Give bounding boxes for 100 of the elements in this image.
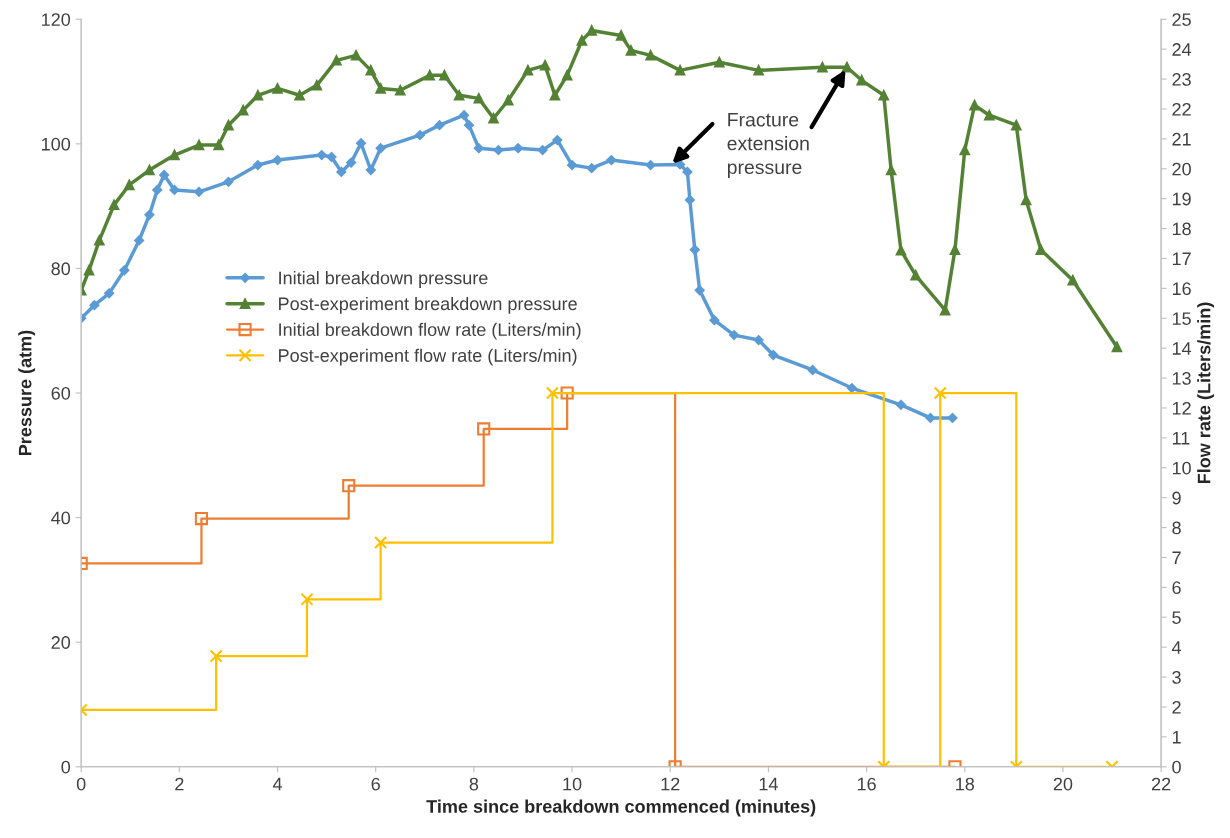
point	[375, 83, 386, 94]
point	[194, 512, 209, 526]
point	[753, 65, 764, 76]
point	[709, 315, 720, 326]
x-tick-label: 0	[76, 777, 86, 791]
point	[213, 139, 224, 151]
x-tick-label: 20	[1053, 777, 1073, 791]
x-tick-label: 12	[661, 777, 680, 791]
point	[768, 350, 779, 360]
point	[83, 265, 95, 276]
point	[586, 163, 597, 174]
point	[567, 160, 578, 170]
y2-tick-label: 4	[1171, 641, 1182, 654]
point	[223, 119, 234, 131]
point	[684, 194, 695, 205]
x-tick-label: 2	[175, 777, 184, 791]
x-tick-label: 10	[563, 777, 582, 791]
point	[1020, 194, 1032, 206]
point	[272, 155, 283, 166]
point	[560, 386, 574, 400]
point	[625, 45, 637, 56]
point	[374, 535, 388, 550]
x-tick-label: 6	[371, 777, 380, 791]
point	[414, 130, 425, 141]
point	[395, 85, 406, 96]
point	[300, 592, 314, 606]
x-tick-label: 8	[469, 777, 479, 791]
point	[346, 157, 357, 168]
y2-tick-label: 23	[1172, 73, 1191, 86]
point	[473, 93, 484, 104]
point	[949, 244, 961, 255]
y2-tick-label: 20	[1172, 162, 1191, 176]
y2-tick-label: 12	[1172, 401, 1191, 415]
point	[159, 170, 170, 180]
x-tick-label: 22	[1151, 777, 1171, 791]
y2-tick-label: 2	[1172, 700, 1181, 714]
x-tick-label: 16	[857, 777, 876, 791]
point	[356, 138, 366, 149]
point	[336, 166, 347, 177]
point	[434, 120, 445, 131]
point	[552, 135, 563, 146]
point	[144, 209, 155, 220]
y-tick-label: 120	[42, 13, 71, 26]
y-tick-label: 40	[51, 511, 71, 525]
point	[439, 70, 450, 81]
point	[1111, 341, 1123, 353]
y2-tick-label: 24	[1172, 43, 1192, 56]
x-tick-label: 4	[272, 777, 283, 791]
y2-tick-label: 9	[1172, 491, 1181, 505]
x-tick-label: 14	[759, 777, 778, 791]
y2-tick-label: 6	[1172, 581, 1181, 595]
point	[89, 300, 100, 311]
legend-label: Post-experiment flow rate (Liters/min)	[279, 348, 577, 366]
point	[473, 143, 484, 154]
point	[682, 166, 693, 177]
y2-tick-label: 17	[1172, 252, 1191, 266]
point	[477, 422, 491, 436]
point	[375, 143, 386, 154]
point	[459, 110, 470, 121]
point	[753, 335, 764, 346]
point	[645, 160, 656, 170]
y2-tick-label: 16	[1172, 282, 1191, 296]
point	[549, 90, 561, 101]
point	[959, 144, 970, 156]
y2-tick-label: 14	[1172, 342, 1192, 355]
point	[493, 145, 504, 156]
point	[856, 75, 867, 86]
point	[331, 55, 342, 66]
y2-axis-title: Flow rate (Liters/min)	[1197, 302, 1214, 484]
y-tick-label: 20	[51, 636, 71, 649]
y-tick-label: 0	[61, 760, 71, 774]
point	[193, 139, 205, 151]
point	[350, 50, 362, 61]
point	[947, 412, 958, 423]
y2-tick-label: 1	[1172, 730, 1181, 744]
point	[537, 145, 548, 156]
y2-tick-label: 3	[1172, 671, 1181, 684]
point	[561, 70, 573, 81]
point	[1011, 119, 1022, 131]
point	[464, 120, 474, 131]
y-tick-label: 100	[42, 137, 71, 151]
point	[223, 176, 234, 187]
point	[424, 70, 435, 81]
point	[925, 412, 936, 423]
annotation: Fracture extension pressure	[727, 112, 809, 178]
point	[169, 184, 180, 195]
point	[1067, 275, 1078, 286]
point	[124, 179, 135, 191]
y2-tick-label: 18	[1172, 222, 1191, 236]
point	[545, 386, 560, 400]
y2-tick-label: 21	[1172, 132, 1191, 146]
point	[144, 164, 155, 176]
y-tick-label: 80	[51, 262, 71, 276]
point	[94, 235, 105, 246]
point	[586, 25, 597, 36]
y2-tick-label: 11	[1172, 431, 1190, 445]
point	[316, 150, 327, 161]
point	[152, 184, 163, 195]
y2-tick-label: 15	[1172, 312, 1191, 325]
point	[645, 50, 656, 61]
